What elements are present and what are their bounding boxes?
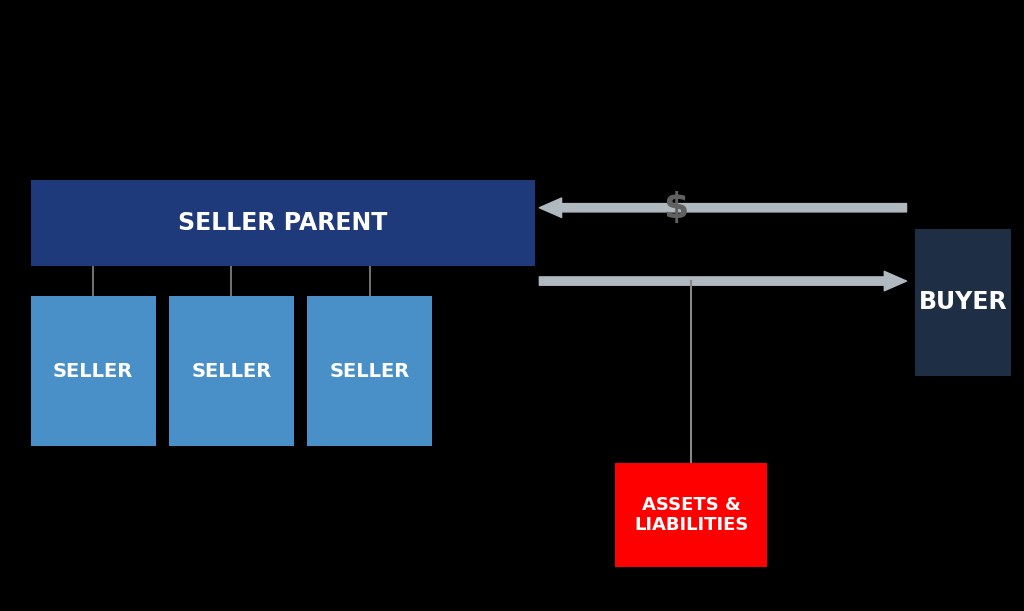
FancyBboxPatch shape [915, 229, 1011, 376]
FancyBboxPatch shape [31, 180, 535, 266]
Text: $: $ [664, 191, 688, 225]
Text: SELLER: SELLER [330, 362, 410, 381]
FancyBboxPatch shape [307, 296, 432, 446]
Text: BUYER: BUYER [919, 290, 1008, 315]
FancyArrowPatch shape [540, 271, 906, 291]
FancyBboxPatch shape [169, 296, 294, 446]
Text: SELLER PARENT: SELLER PARENT [178, 211, 387, 235]
FancyBboxPatch shape [615, 463, 767, 567]
FancyBboxPatch shape [31, 296, 156, 446]
Text: SELLER: SELLER [191, 362, 271, 381]
FancyArrowPatch shape [540, 198, 906, 218]
Text: SELLER: SELLER [53, 362, 133, 381]
Text: ASSETS &
LIABILITIES: ASSETS & LIABILITIES [634, 496, 749, 535]
